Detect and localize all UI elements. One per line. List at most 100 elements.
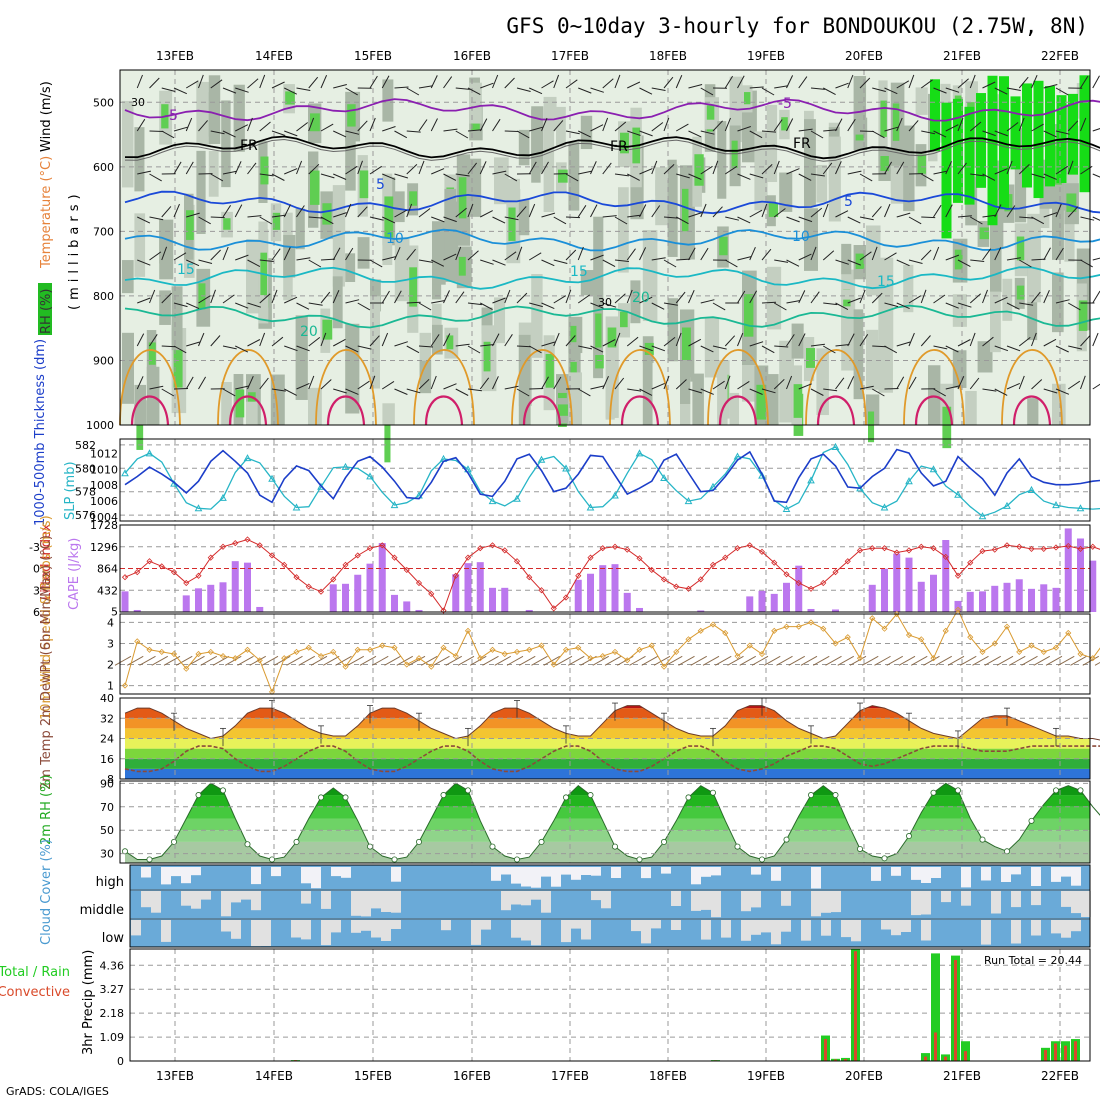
wind-barb-263 [529, 388, 544, 390]
cloud-clear-cell [1001, 867, 1011, 882]
wind-barb-586 [1031, 173, 1046, 179]
wind-barb-370 [700, 165, 713, 175]
precip-run-total: Run Total = 20.44 [984, 954, 1082, 967]
wind-barb-361 [688, 130, 702, 138]
wind-barb-494 [884, 345, 898, 354]
cloud-clear-cell [581, 920, 591, 940]
cape-bar-70 [979, 591, 986, 612]
wind-barb-629 [1092, 290, 1100, 304]
wind10m-point-10 [244, 646, 251, 653]
slp-point-14 [292, 503, 301, 511]
pressure-tick-5: 1000 [86, 419, 114, 432]
rh-cell [841, 306, 855, 371]
wind10m-point-74 [1028, 642, 1035, 649]
wind-barb-88 [271, 81, 285, 89]
slp-point-52 [758, 471, 766, 479]
cloud-clear-cell [671, 891, 681, 906]
wind-barb-572 [1006, 257, 1021, 261]
temp-contour-25-day-5 [609, 349, 671, 426]
wind10m-point-47 [697, 627, 704, 634]
wind-barb-590 [1031, 332, 1037, 347]
wind-barb-430 [786, 334, 795, 347]
wind10m-barb-20 [359, 655, 377, 666]
wind-barb-574 [1006, 345, 1021, 352]
wind-barb-415 [761, 388, 776, 394]
wind10m-point-13 [281, 655, 288, 662]
lifted-index-point-38 [587, 554, 594, 561]
contour-label-20-a: 20 [632, 290, 650, 306]
rh-cell [283, 234, 296, 278]
cloud-clear-cell [361, 891, 371, 917]
rh-point-56 [808, 792, 815, 799]
cape-bar-27 [452, 574, 460, 612]
wind-barb-289 [578, 130, 592, 138]
cloud-clear-cell [361, 920, 371, 931]
wind-barb-379 [712, 206, 723, 218]
slp-point-40 [611, 491, 619, 499]
wind-barb-364 [688, 247, 696, 261]
cloud-clear-cell [561, 920, 571, 943]
lifted-index-point-32 [513, 558, 521, 565]
wind-barb-166 [381, 332, 389, 347]
temperature-axis: 8 16 24 32 40 [100, 692, 114, 786]
wind-barb-563 [994, 204, 1002, 218]
slp-point-74 [1027, 485, 1036, 493]
wind10m-barb-2 [139, 655, 156, 666]
wind10m-barb-27 [445, 655, 462, 666]
cloud-clear-cell [501, 891, 511, 911]
wind-barb-429 [786, 300, 801, 304]
wind10m-barb-63 [886, 655, 903, 666]
slp-point-78 [1076, 504, 1085, 512]
rh-point-34 [538, 838, 545, 845]
rh-cell-saturated [987, 75, 998, 226]
wind10m-barb-49 [715, 655, 732, 666]
wind-barb-437 [798, 290, 806, 304]
rh-point-12 [268, 856, 275, 863]
wind10m-point-52 [758, 650, 766, 658]
rh-point-26 [440, 792, 447, 799]
wind10m-point-15 [305, 644, 312, 651]
wind-barb-526 [933, 345, 948, 350]
wind10m-barb-68 [947, 655, 965, 666]
wind-barb-136 [345, 87, 358, 96]
rh-cell [295, 315, 308, 400]
lifted-index-point-19 [354, 552, 361, 559]
wind-barb-342 [651, 345, 666, 352]
wind-barb-397 [737, 290, 746, 304]
wind-barb-490 [884, 161, 893, 175]
wind-barb-560 [994, 87, 1008, 95]
lifted-index-point-40 [611, 543, 619, 550]
cloud-clear-cell [931, 867, 941, 878]
wind-barb-189 [418, 302, 432, 311]
wind-barb-352 [675, 75, 683, 89]
wind-barb-248 [516, 87, 531, 92]
wind10m-point-19 [354, 646, 361, 653]
rh-cell-moist [322, 319, 333, 340]
temp-contour-30-day-9 [1012, 395, 1052, 426]
cloud-clear-cell [771, 867, 781, 881]
rh-cell-moist [1016, 236, 1025, 261]
wind-barb-35 [186, 212, 200, 218]
wind-barb-265 [541, 117, 548, 132]
cape-bar-63 [893, 553, 901, 612]
cape-bar-53 [770, 593, 778, 612]
wind-barb-479 [859, 385, 874, 390]
wind-barb-504 [908, 74, 915, 89]
wind-barb-95 [271, 388, 286, 392]
rh-cell [518, 199, 530, 236]
wind-barb-605 [1055, 299, 1070, 304]
temperature-band-7 [125, 705, 1090, 709]
wind-barb-297 [590, 124, 604, 132]
contour-label-30-b: 30 [598, 296, 612, 309]
wind-barb-624 [1092, 75, 1100, 89]
wind10m-point-14 [293, 648, 300, 655]
wind10m-barb-26 [433, 655, 450, 666]
wind-barb-202 [443, 173, 457, 181]
cloud-clear-cell [671, 920, 681, 930]
cloud-clear-cell [851, 920, 861, 942]
ylabel-precip: 3hr Precip (mm) [81, 950, 96, 1055]
wind-barb-48 [210, 79, 223, 89]
rh-cell [345, 323, 360, 414]
wind10m-barb-48 [702, 655, 720, 666]
wind-barb-215 [455, 388, 469, 396]
